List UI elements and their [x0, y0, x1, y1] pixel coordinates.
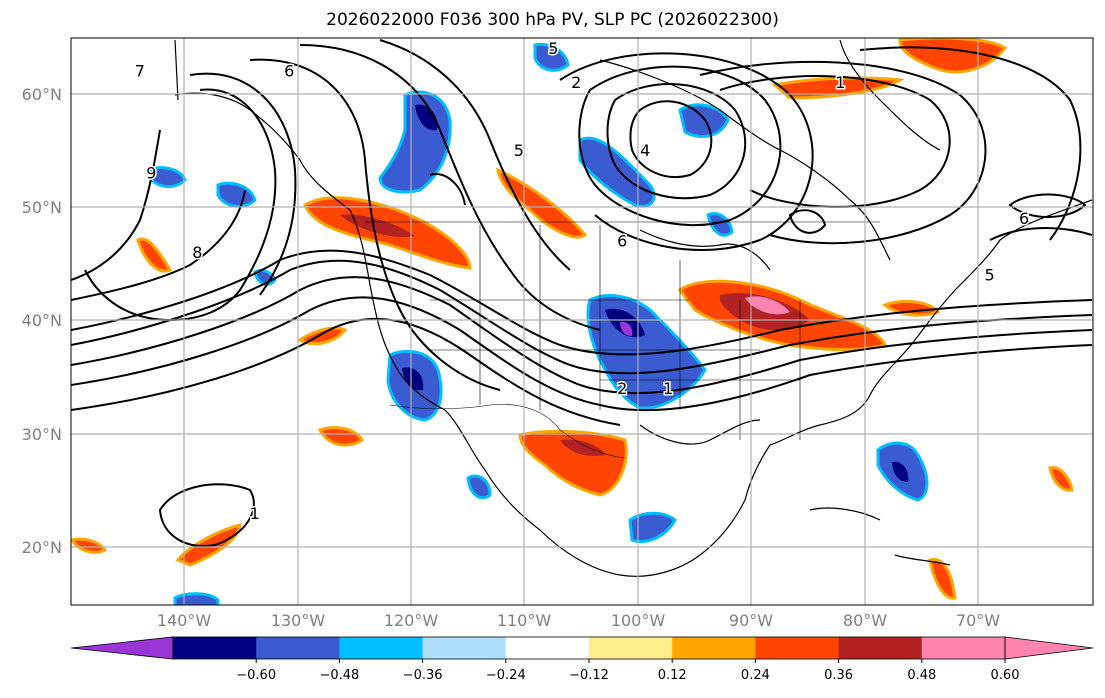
- colorbar-cell: [755, 637, 840, 659]
- colorbar-ticks: −0.60 −0.48 −0.36 −0.24 −0.12 0.12 0.24 0.36 0.4…: [236, 659, 1019, 683]
- contour-label: 5: [548, 39, 558, 58]
- longitude-labels: 140°W 130°W 120°W 110°W 100°W 90°W 80°W …: [157, 611, 1000, 630]
- pv-positive-peak: [745, 296, 790, 315]
- colorbar-cell: [339, 637, 424, 659]
- colorbar-right-extend: [1004, 636, 1094, 660]
- lat-label: 60°N: [22, 85, 62, 104]
- colorbar: −0.60 −0.48 −0.36 −0.24 −0.12 0.12 0.24 0.36 0.4…: [70, 636, 1094, 683]
- map-background: [71, 38, 1093, 605]
- pv-positive-region: [771, 76, 905, 100]
- latitude-labels: 60°N 50°N 40°N 30°N 20°N: [22, 85, 62, 557]
- colorbar-left-extend: [70, 636, 174, 660]
- pv-positive-core: [340, 214, 415, 238]
- pv-negative-region: [678, 103, 730, 138]
- pv-negative-region: [173, 592, 220, 605]
- lon-label: 130°W: [271, 611, 326, 630]
- contour-label: 1: [250, 504, 260, 523]
- lat-label: 20°N: [22, 538, 62, 557]
- colorbar-cell: [589, 637, 673, 659]
- colorbar-cell: [672, 637, 756, 659]
- pv-negative-core: [892, 461, 909, 482]
- contour-label: 2: [617, 379, 627, 398]
- lon-label: 90°W: [729, 611, 773, 630]
- map-title: 2026022000 F036 300 hPa PV, SLP PC (2026…: [326, 10, 779, 30]
- pv-positive-region: [496, 167, 588, 239]
- pv-negative-region: [216, 181, 257, 208]
- colorbar-cell: [256, 637, 340, 659]
- pv-positive-region: [1048, 466, 1074, 492]
- colorbar-cell: [422, 637, 507, 659]
- colorbar-label: −0.60: [236, 668, 276, 683]
- lon-label: 140°W: [157, 611, 212, 630]
- colorbar-label: 0.60: [991, 668, 1020, 683]
- colorbar-cell: [838, 637, 923, 659]
- colorbar-cell: [505, 637, 590, 659]
- colorbar-cells: [173, 637, 1006, 659]
- colorbar-label: −0.12: [569, 668, 609, 683]
- pv-negative-region: [578, 136, 656, 208]
- colorbar-label: 0.12: [658, 668, 687, 683]
- lon-label: 80°W: [843, 611, 887, 630]
- pv-negative-region: [466, 474, 492, 500]
- pv-positive-region: [71, 537, 108, 554]
- pv-positive-region: [317, 426, 365, 447]
- contour-label: 5: [985, 266, 995, 285]
- contour-label: 5: [514, 141, 524, 160]
- colorbar-cell: [921, 637, 1006, 659]
- pv-negative-region: [148, 166, 187, 188]
- pv-negative-region: [628, 511, 677, 544]
- colorbar-cell: [173, 637, 257, 659]
- colorbar-label: −0.48: [319, 668, 359, 683]
- contour-label: 6: [284, 62, 294, 81]
- lat-label: 30°N: [22, 425, 62, 444]
- contour-label: 7: [135, 62, 145, 81]
- lon-label: 120°W: [384, 611, 439, 630]
- pv-negative-region: [706, 212, 734, 237]
- contour-label: 6: [1019, 209, 1029, 228]
- pv-positive-region: [928, 558, 957, 600]
- contour-label: 1: [835, 73, 845, 92]
- contour-label: 2: [571, 73, 581, 92]
- contour-label: 1: [663, 379, 673, 398]
- colorbar-label: −0.36: [403, 668, 443, 683]
- contour-label: 8: [192, 243, 202, 262]
- pv-negative-region: [533, 42, 570, 72]
- lat-label: 50°N: [22, 198, 62, 217]
- colorbar-label: 0.24: [741, 668, 770, 683]
- graticule: [71, 38, 1093, 605]
- lon-label: 70°W: [956, 611, 1000, 630]
- pv-positive-core: [560, 439, 605, 457]
- pv-positive-region: [518, 429, 628, 497]
- pv-negative-peak: [620, 321, 633, 336]
- colorbar-label: 0.48: [907, 668, 936, 683]
- lat-label: 40°N: [22, 311, 62, 330]
- colorbar-label: 0.36: [824, 668, 853, 683]
- map-frame: [70, 37, 1094, 606]
- contour-label: 9: [146, 164, 156, 183]
- lon-label: 100°W: [611, 611, 666, 630]
- colorbar-label: −0.24: [486, 668, 526, 683]
- pv-negative-core: [415, 104, 438, 131]
- contour-label: 4: [640, 141, 650, 160]
- lon-label: 110°W: [497, 611, 552, 630]
- contour-label: 6: [617, 232, 627, 251]
- pv-negative-core: [402, 367, 424, 391]
- pv-positive-region: [136, 237, 173, 273]
